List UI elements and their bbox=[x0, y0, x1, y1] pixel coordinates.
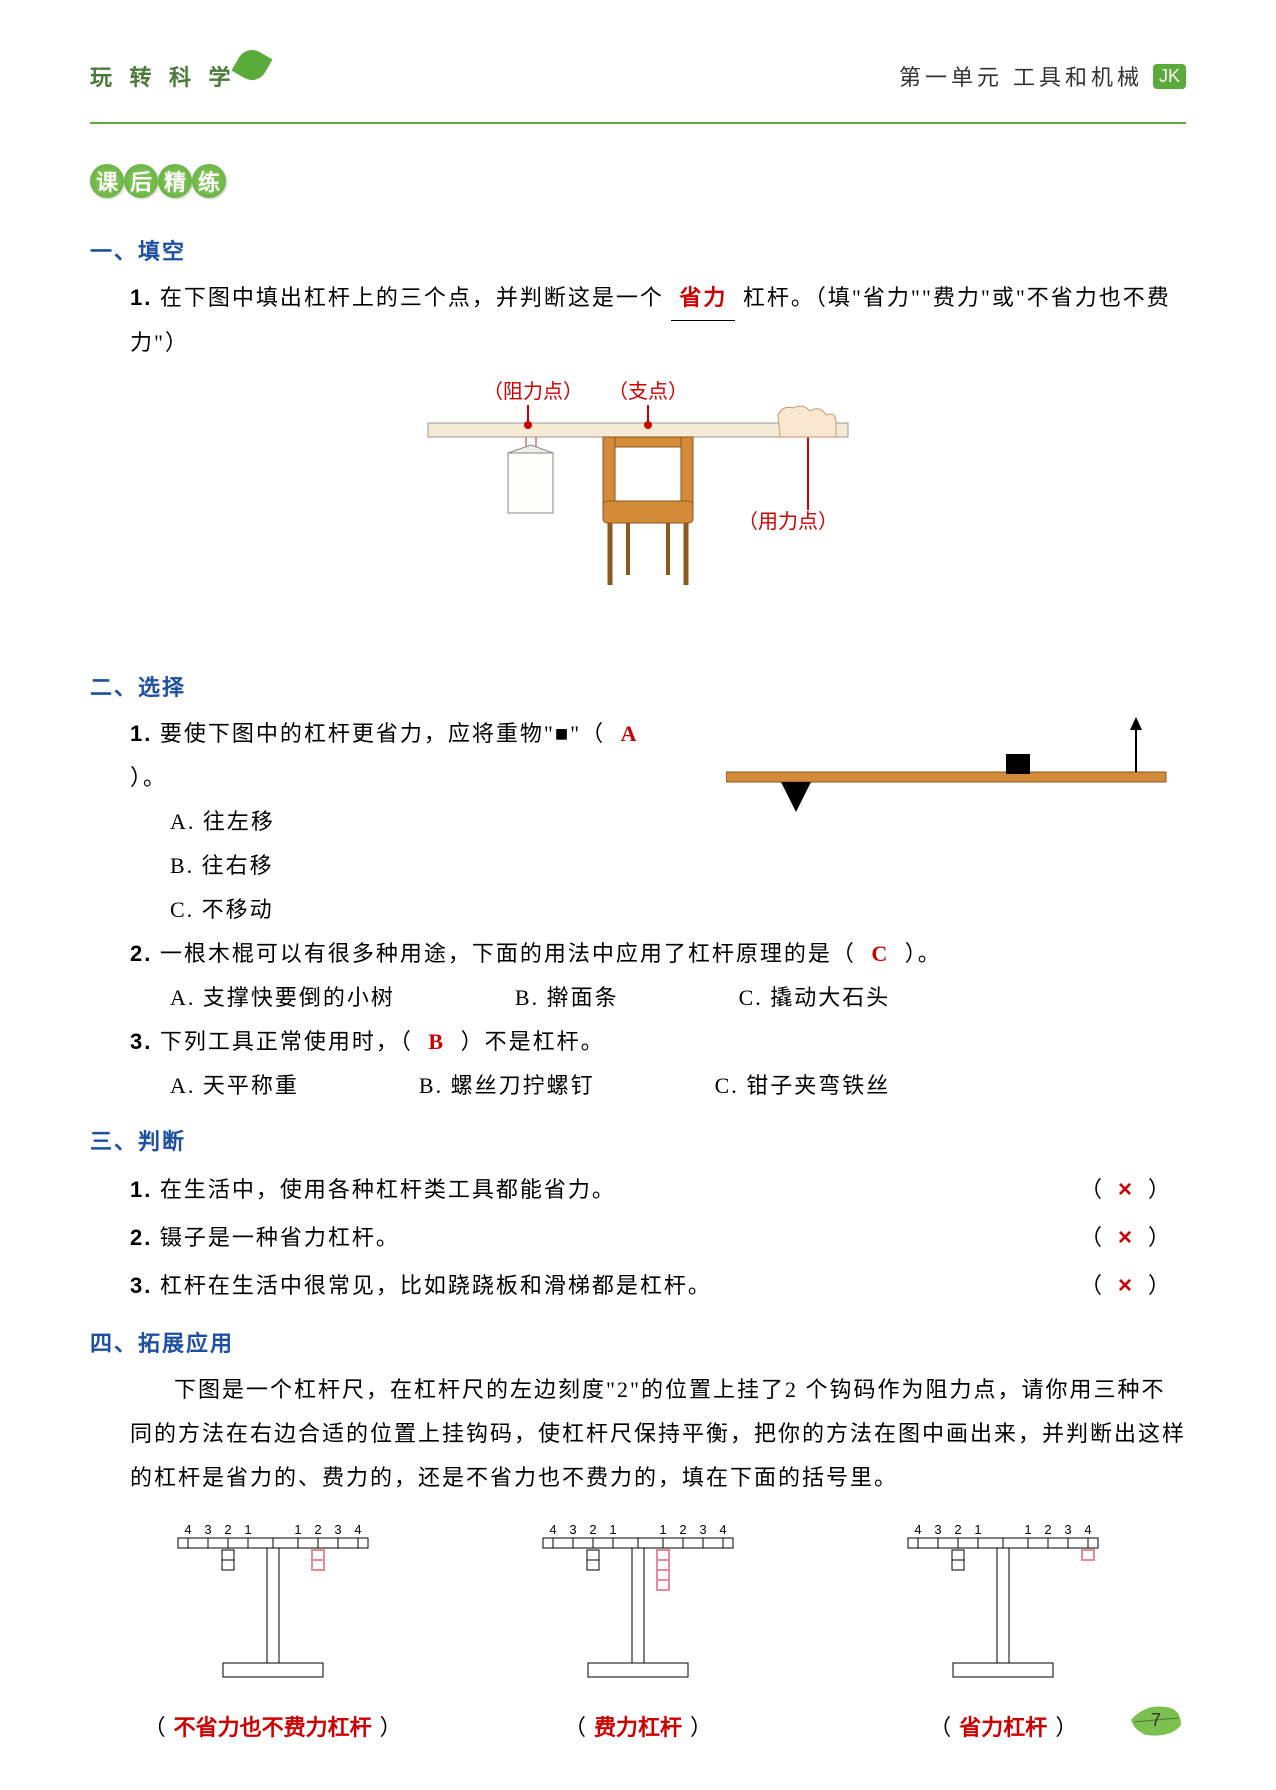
balance-svg-3: 4321 1234 bbox=[873, 1520, 1133, 1700]
fulcrum-label: （支点） bbox=[608, 375, 688, 404]
svg-text:1: 1 bbox=[1025, 1522, 1032, 1537]
svg-text:1: 1 bbox=[975, 1522, 982, 1537]
svg-text:4: 4 bbox=[1085, 1522, 1092, 1537]
sec2-q1: 1. 要使下图中的杠杆更省力，应将重物"■"（ A ）。 A. 往左移 B. 往… bbox=[90, 712, 1186, 932]
force-label: （用力点） bbox=[738, 505, 838, 534]
logo: 玩 转 科 学 bbox=[90, 60, 237, 92]
svg-text:1: 1 bbox=[659, 1522, 666, 1537]
q-text: 在下图中填出杠杆上的三个点，并判断这是一个 bbox=[160, 285, 664, 310]
page-number-leaf: 7 bbox=[1126, 1700, 1186, 1740]
svg-text:2: 2 bbox=[955, 1522, 962, 1537]
q-text-end: ）。 bbox=[130, 765, 167, 790]
balance-svg-2: 4321 1234 bbox=[508, 1520, 768, 1700]
svg-text:2: 2 bbox=[589, 1522, 596, 1537]
svg-text:3: 3 bbox=[935, 1522, 942, 1537]
section2-heading: 二、选择 bbox=[90, 670, 1186, 702]
q-text: 镊子是一种省力杠杆。 bbox=[160, 1225, 400, 1250]
option-b: B. 往右移 bbox=[170, 844, 666, 888]
balance-figures: 4321 1234 （不省力也不费力杠杆） bbox=[90, 1520, 1186, 1742]
svg-text:1: 1 bbox=[244, 1522, 251, 1537]
judge-mark: × bbox=[1118, 1176, 1148, 1203]
balance-answer: 不省力也不费力杠杆 bbox=[166, 1715, 380, 1740]
jk-badge: JK bbox=[1153, 64, 1186, 89]
seesaw-figure bbox=[726, 712, 1186, 832]
section1-heading: 一、填空 bbox=[90, 234, 1186, 266]
q-text: 下列工具正常使用时，（ bbox=[160, 1029, 413, 1054]
svg-text:4: 4 bbox=[184, 1522, 191, 1537]
svg-text:1: 1 bbox=[609, 1522, 616, 1537]
unit-title: 工具和机械 bbox=[1013, 60, 1143, 92]
unit-info: 第一单元 工具和机械 JK bbox=[899, 60, 1186, 92]
svg-text:3: 3 bbox=[1065, 1522, 1072, 1537]
q-number: 3. bbox=[130, 1029, 152, 1054]
balance-svg-1: 4321 1234 bbox=[143, 1520, 403, 1700]
badge-char: 练 bbox=[192, 164, 226, 198]
svg-text:3: 3 bbox=[334, 1522, 341, 1537]
svg-text:2: 2 bbox=[314, 1522, 321, 1537]
option-c: C. 不移动 bbox=[170, 888, 666, 932]
sec3-q3: 3. 杠杆在生活中很常见，比如跷跷板和滑梯都是杠杆。 （×） bbox=[90, 1262, 1186, 1310]
svg-text:4: 4 bbox=[719, 1522, 726, 1537]
balance-3: 4321 1234 （省力杠杆） bbox=[853, 1520, 1153, 1742]
balance-answer: 费力杠杆 bbox=[586, 1715, 690, 1740]
sec2-q2: 2. 一根木棍可以有很多种用途，下面的用法中应用了杠杆原理的是（ C ）。 A.… bbox=[90, 932, 1186, 1020]
q-number: 3. bbox=[130, 1273, 152, 1298]
resistance-label: （阻力点） bbox=[483, 375, 583, 404]
q-text-end: ）。 bbox=[905, 941, 942, 966]
q-number: 1. bbox=[130, 285, 152, 310]
page-number: 7 bbox=[1151, 1710, 1161, 1731]
option-c: C. 钳子夹弯铁丝 bbox=[715, 1064, 891, 1108]
section4-heading: 四、拓展应用 bbox=[90, 1326, 1186, 1358]
badge-char: 后 bbox=[124, 164, 158, 198]
answer: A bbox=[613, 721, 647, 746]
chair-lever-figure: （阻力点） （支点） （用力点） bbox=[90, 375, 1186, 640]
option-b: B. 螺丝刀拧螺钉 bbox=[419, 1064, 595, 1108]
balance-1: 4321 1234 （不省力也不费力杠杆） bbox=[123, 1520, 423, 1742]
answer: B bbox=[420, 1029, 453, 1054]
q-number: 2. bbox=[130, 1225, 152, 1250]
sec2-q3: 3. 下列工具正常使用时，（ B ）不是杠杆。 A. 天平称重 B. 螺丝刀拧螺… bbox=[90, 1020, 1186, 1108]
section-badge: 课 后 精 练 bbox=[90, 164, 222, 198]
judge-mark: × bbox=[1118, 1224, 1148, 1251]
svg-text:4: 4 bbox=[549, 1522, 556, 1537]
sec3-q1: 1. 在生活中，使用各种杠杆类工具都能省力。 （×） bbox=[90, 1166, 1186, 1214]
header-divider bbox=[90, 122, 1186, 124]
sec3-q2: 2. 镊子是一种省力杠杆。 （×） bbox=[90, 1214, 1186, 1262]
answer: 省力 bbox=[671, 285, 735, 310]
svg-text:2: 2 bbox=[1045, 1522, 1052, 1537]
svg-text:4: 4 bbox=[354, 1522, 361, 1537]
svg-text:3: 3 bbox=[204, 1522, 211, 1537]
q-text: 一根木棍可以有很多种用途，下面的用法中应用了杠杆原理的是（ bbox=[160, 941, 856, 966]
balance-answer: 省力杠杆 bbox=[951, 1715, 1055, 1740]
option-a: A. 往左移 bbox=[170, 800, 666, 844]
answer: C bbox=[863, 941, 897, 966]
svg-text:3: 3 bbox=[699, 1522, 706, 1537]
option-b: B. 擀面条 bbox=[515, 976, 619, 1020]
page-header: 玩 转 科 学 第一单元 工具和机械 JK bbox=[90, 60, 1186, 92]
q-text: 杠杆在生活中很常见，比如跷跷板和滑梯都是杠杆。 bbox=[160, 1273, 712, 1298]
balance-2: 4321 1234 bbox=[488, 1520, 788, 1742]
sec4-intro: 下图是一个杠杆尺，在杠杆尺的左边刻度"2"的位置上挂了2 个钩码作为阻力点，请你… bbox=[90, 1368, 1186, 1500]
badge-char: 精 bbox=[158, 164, 192, 198]
svg-text:3: 3 bbox=[569, 1522, 576, 1537]
q-number: 1. bbox=[130, 721, 152, 746]
option-a: A. 支撑快要倒的小树 bbox=[170, 976, 395, 1020]
svg-text:4: 4 bbox=[915, 1522, 922, 1537]
q-number: 1. bbox=[130, 1177, 152, 1202]
q-text-end: ）不是杠杆。 bbox=[461, 1029, 605, 1054]
q-text: 要使下图中的杠杆更省力，应将重物"■"（ bbox=[160, 721, 605, 746]
q-text: 在生活中，使用各种杠杆类工具都能省力。 bbox=[160, 1177, 616, 1202]
sec1-q1: 1. 在下图中填出杠杆上的三个点，并判断这是一个 省力 杠杆。（填"省力""费力… bbox=[90, 276, 1186, 365]
judge-mark: × bbox=[1118, 1272, 1148, 1299]
unit-label: 第一单元 bbox=[899, 60, 1003, 92]
section3-heading: 三、判断 bbox=[90, 1124, 1186, 1156]
badge-char: 课 bbox=[90, 164, 124, 198]
option-c: C. 撬动大石头 bbox=[739, 976, 891, 1020]
option-a: A. 天平称重 bbox=[170, 1064, 299, 1108]
svg-text:2: 2 bbox=[224, 1522, 231, 1537]
svg-text:2: 2 bbox=[679, 1522, 686, 1537]
svg-text:1: 1 bbox=[294, 1522, 301, 1537]
q-number: 2. bbox=[130, 941, 152, 966]
